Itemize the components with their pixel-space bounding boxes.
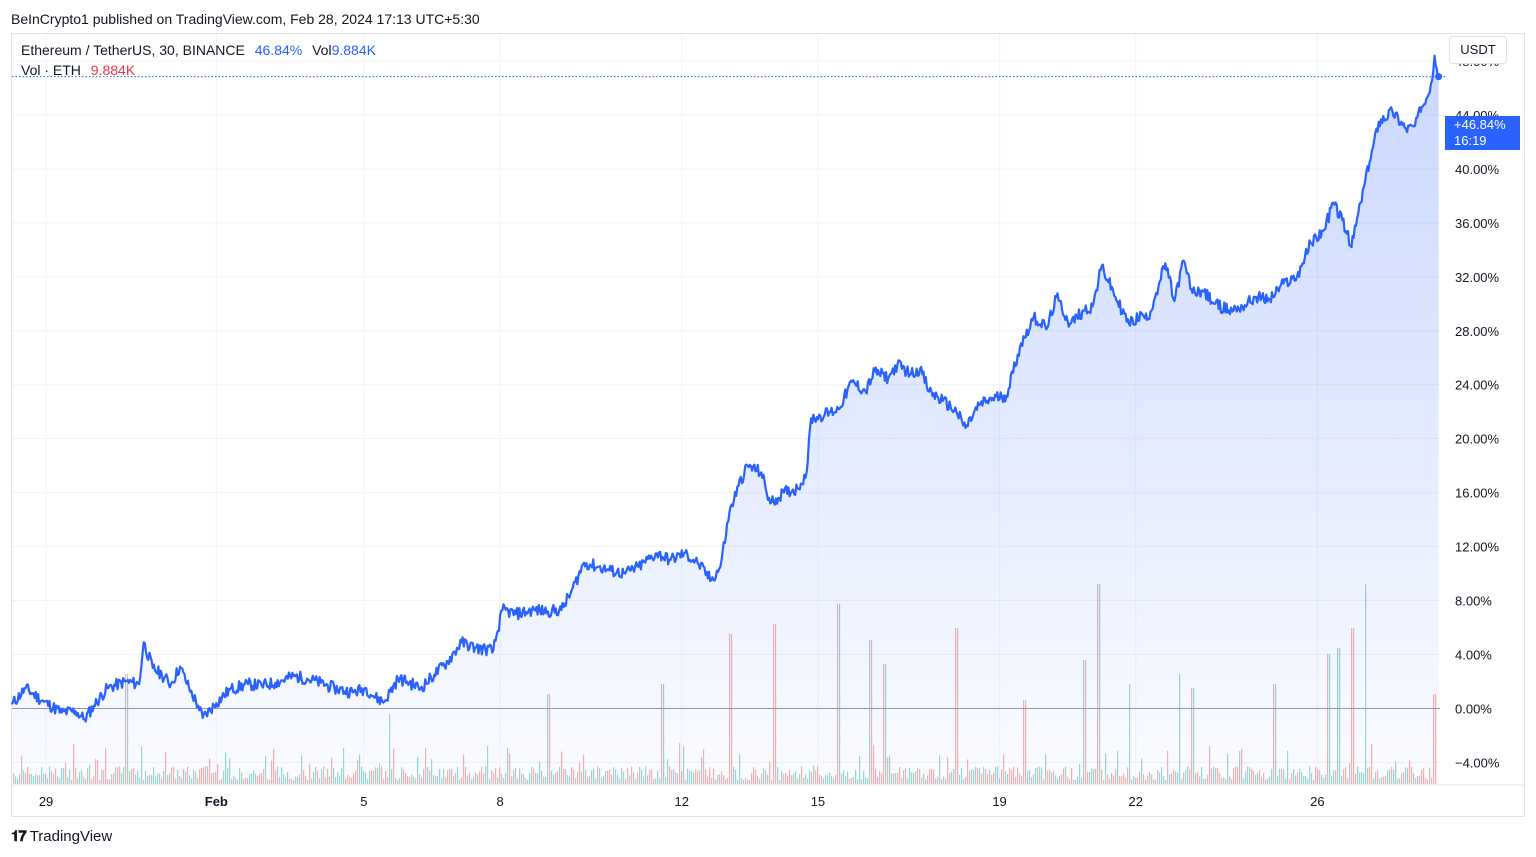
x-tick-label: Feb bbox=[205, 794, 228, 809]
x-tick-label: 8 bbox=[496, 794, 503, 809]
currency-button[interactable]: USDT bbox=[1449, 36, 1507, 64]
vol-label: Vol bbox=[312, 42, 332, 58]
tradingview-logo[interactable]: 𝟏𝟕 TradingView bbox=[11, 828, 112, 845]
change-value: 46.84% bbox=[254, 42, 303, 58]
symbol-name: Ethereum / TetherUS, 30, BINANCE bbox=[21, 42, 245, 58]
bar-countdown: 16:19 bbox=[1454, 133, 1487, 148]
chart-frame bbox=[11, 33, 1525, 817]
x-tick-label: 5 bbox=[360, 794, 367, 809]
x-tick-label: 15 bbox=[811, 794, 825, 809]
y-tick-label: 8.00% bbox=[1455, 594, 1492, 609]
vol2-label: Vol · ETH bbox=[21, 62, 81, 78]
last-price-value: +46.84% bbox=[1454, 117, 1506, 132]
y-tick-label: 20.00% bbox=[1455, 432, 1500, 447]
x-tick-label: 19 bbox=[992, 794, 1006, 809]
last-price-dot bbox=[1435, 73, 1443, 81]
y-tick-label: 28.00% bbox=[1455, 324, 1500, 339]
vol2-value: 9.884K bbox=[90, 62, 136, 78]
y-tick-label: 12.00% bbox=[1455, 540, 1500, 555]
volume-legend[interactable]: Vol · ETH 9.884K bbox=[21, 62, 135, 78]
x-tick-label: 12 bbox=[674, 794, 688, 809]
last-price-tag: +46.84% 16:19 bbox=[1445, 116, 1520, 150]
price-area bbox=[10, 54, 1445, 785]
price-area-fill bbox=[12, 55, 1439, 785]
tradingview-logo-icon: 𝟏𝟕 bbox=[11, 828, 27, 845]
x-tick-label: 22 bbox=[1129, 794, 1143, 809]
y-tick-label: 16.00% bbox=[1455, 486, 1500, 501]
price-line bbox=[10, 54, 1440, 723]
tradingview-logo-text: TradingView bbox=[29, 828, 113, 845]
x-tick-label: 26 bbox=[1310, 794, 1324, 809]
y-tick-label: 36.00% bbox=[1455, 216, 1500, 231]
symbol-legend[interactable]: Ethereum / TetherUS, 30, BINANCE 46.84% … bbox=[21, 42, 376, 58]
y-tick-label: 32.00% bbox=[1455, 270, 1500, 285]
y-tick-label: 24.00% bbox=[1455, 378, 1500, 393]
y-tick-label: 4.00% bbox=[1455, 648, 1492, 663]
vol-value: 9.884K bbox=[331, 42, 376, 58]
published-caption: BeInCrypto1 published on TradingView.com… bbox=[11, 11, 480, 27]
x-tick-label: 29 bbox=[39, 794, 53, 809]
y-tick-label: −4.00% bbox=[1455, 755, 1500, 770]
y-tick-label: 0.00% bbox=[1455, 701, 1492, 716]
y-tick-label: 40.00% bbox=[1455, 162, 1500, 177]
